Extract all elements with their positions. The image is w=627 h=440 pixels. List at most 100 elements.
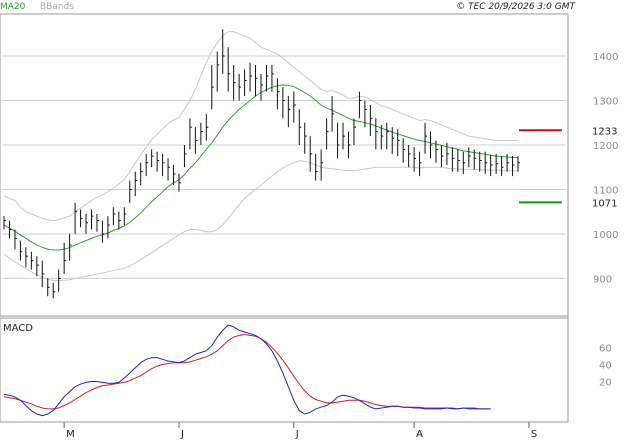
macd-tick-labels: 20 40 60 — [599, 343, 612, 388]
price-bar — [255, 64, 258, 97]
price-tick-label: 1100 — [593, 185, 618, 196]
price-bar — [8, 220, 12, 239]
price-bar — [211, 64, 214, 110]
price-bar — [85, 213, 89, 234]
price-bars — [3, 29, 520, 299]
price-bar — [90, 209, 94, 230]
price-bar — [490, 154, 493, 177]
price-bar — [222, 29, 225, 74]
price-bar — [25, 247, 28, 268]
price-bar — [462, 151, 466, 174]
macd-lines — [3, 324, 491, 417]
x-tick-label: M — [66, 429, 75, 440]
x-tick-label: J — [295, 429, 299, 440]
price-bar — [249, 62, 253, 92]
price-bar — [276, 78, 280, 110]
price-tick-label: 1400 — [593, 52, 618, 63]
price-bar — [347, 131, 351, 159]
price-bar — [112, 207, 116, 226]
macd-panel-frame — [0, 317, 569, 423]
price-bar — [173, 165, 176, 186]
price-bar — [183, 144, 187, 168]
price-bar — [364, 100, 367, 128]
price-bar — [419, 151, 422, 177]
price-bar — [430, 131, 433, 159]
price-bar — [495, 153, 499, 174]
price-bar — [353, 118, 356, 145]
price-bar — [512, 156, 515, 177]
price-tick-label: 1300 — [593, 97, 618, 108]
macd-tick-label: 40 — [599, 360, 612, 371]
price-bar — [96, 213, 99, 232]
bb-upper-line — [3, 31, 518, 222]
price-bar — [123, 207, 127, 226]
price-bar — [118, 211, 121, 230]
price-bar — [315, 153, 318, 181]
price-bar — [501, 156, 504, 177]
price-bar — [282, 87, 285, 119]
price-bar — [451, 147, 455, 172]
price-bar — [69, 233, 72, 261]
chart-header: MA20 BBands © TEC 20/9/2026 3:0 GMT — [0, 2, 577, 12]
price-bar — [293, 91, 296, 123]
price-bar — [129, 180, 132, 203]
price-bar — [287, 96, 291, 128]
price-bar — [358, 91, 362, 119]
price-bar — [326, 118, 329, 150]
price-bar — [200, 122, 203, 145]
price-bar — [473, 149, 477, 170]
price-bar — [167, 158, 171, 181]
legend-bb-label: BBands — [40, 2, 74, 12]
price-bar — [41, 260, 45, 288]
x-tick-label: J — [180, 429, 184, 440]
price-bar — [320, 149, 324, 181]
price-bar — [331, 96, 335, 132]
price-bar — [58, 269, 61, 292]
price-bar — [178, 173, 181, 192]
price-bar — [391, 127, 395, 154]
price-tick-label: 1200 — [593, 141, 618, 152]
price-bar — [30, 251, 34, 270]
price-bar — [517, 156, 520, 172]
price-bar — [238, 73, 242, 101]
price-bar — [216, 51, 220, 92]
price-bar — [101, 220, 105, 243]
price-bar — [227, 47, 231, 92]
price-bar — [386, 122, 389, 150]
price-bar — [134, 171, 138, 197]
support-resistance-levels: 1233 1071 — [519, 126, 617, 209]
price-bar — [162, 153, 165, 177]
price-bar — [440, 144, 444, 168]
price-bar — [446, 142, 449, 165]
price-bar — [74, 202, 78, 234]
price-bar — [402, 138, 406, 163]
x-tick-label: S — [531, 429, 537, 440]
price-bar — [36, 256, 39, 277]
price-bar — [457, 149, 460, 172]
price-bar — [479, 151, 482, 172]
price-bar — [413, 147, 417, 172]
price-tick-label: 900 — [593, 274, 612, 285]
price-bar — [19, 240, 23, 261]
support-level-label: 1071 — [592, 198, 617, 209]
macd-line — [3, 324, 491, 417]
price-bar — [194, 127, 198, 154]
credit-text: © TEC 20/9/2026 3:0 GMT — [456, 2, 576, 12]
price-bar — [151, 149, 154, 168]
macd-tick-label: 60 — [599, 343, 612, 354]
price-bar — [52, 282, 56, 299]
legend-ma-label: MA20 — [0, 2, 26, 12]
price-tick-labels: 900 1000 1100 1200 1300 1400 — [593, 52, 618, 285]
price-tick-label: 1000 — [593, 230, 618, 241]
macd-tick-label: 20 — [599, 378, 612, 389]
price-bar — [189, 118, 192, 150]
price-bar — [63, 242, 67, 274]
price-bar — [271, 64, 274, 92]
price-bar — [107, 216, 110, 239]
price-bar — [369, 104, 373, 137]
price-bar — [380, 124, 384, 150]
price-bar — [424, 122, 428, 154]
price-bar — [205, 113, 209, 141]
